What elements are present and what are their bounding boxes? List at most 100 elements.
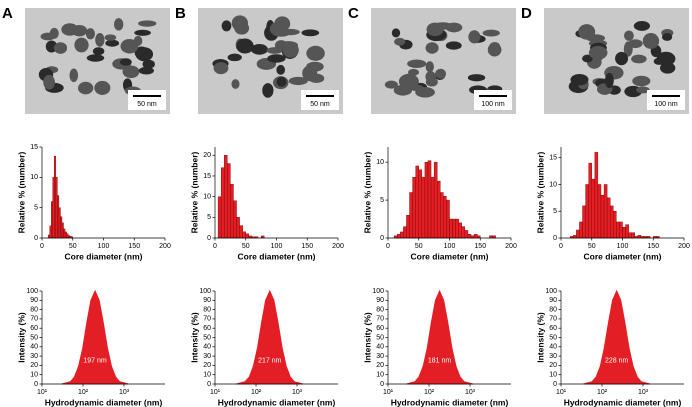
- x-tick-label: 200: [159, 243, 171, 250]
- particle: [231, 79, 240, 89]
- bar: [424, 161, 429, 239]
- distribution-area: [236, 289, 304, 385]
- y-tick-label: 5: [34, 205, 38, 212]
- y-tick-label: 90: [203, 297, 211, 304]
- y-tick-label: 30: [376, 353, 384, 360]
- x-axis-title: Hydrodynamic diameter (nm): [218, 397, 336, 407]
- bar: [245, 233, 250, 239]
- x-tick-label: 10²: [251, 389, 262, 396]
- y-tick-label: 0: [34, 235, 38, 242]
- scale-bar-label: 100 nm: [654, 101, 678, 108]
- bar: [597, 184, 602, 239]
- particle: [234, 21, 250, 35]
- bar: [227, 163, 231, 239]
- particle: [40, 32, 56, 41]
- bar: [579, 221, 583, 239]
- particle: [306, 45, 325, 61]
- bar: [418, 169, 423, 239]
- y-axis-title: Intensity (%): [16, 312, 26, 363]
- bar: [585, 184, 589, 239]
- x-tick-label: 100: [98, 243, 110, 250]
- particle: [394, 37, 406, 46]
- bar: [610, 205, 614, 239]
- x-tick-label: 100: [271, 243, 283, 250]
- y-tick-label: 100: [199, 288, 211, 295]
- y-tick-label: 10: [30, 372, 38, 379]
- x-tick-label: 50: [588, 243, 596, 250]
- particle: [113, 18, 124, 31]
- bar: [619, 221, 623, 239]
- particle: [94, 80, 111, 95]
- particle: [661, 33, 673, 41]
- bar: [421, 177, 426, 239]
- y-tick-label: 20: [549, 362, 557, 369]
- particle: [425, 71, 436, 83]
- y-tick-label: 5: [380, 197, 384, 204]
- particle: [85, 28, 95, 40]
- bar: [403, 226, 407, 239]
- particle: [435, 68, 447, 79]
- particle: [288, 76, 308, 86]
- x-tick-label: 200: [505, 243, 517, 250]
- bar: [64, 231, 67, 239]
- x-tick-label: 10¹: [383, 389, 394, 396]
- y-tick-label: 80: [549, 306, 557, 313]
- x-axis-title: Core diameter (nm): [65, 251, 143, 261]
- particle: [266, 47, 283, 54]
- particle: [74, 37, 89, 53]
- y-tick-label: 10: [376, 159, 384, 166]
- y-tick-label: 50: [549, 334, 557, 341]
- y-tick-label: 5: [553, 208, 557, 215]
- particle: [122, 65, 140, 79]
- x-tick-label: 10¹: [556, 389, 567, 396]
- y-tick-label: 40: [203, 344, 211, 351]
- bar: [464, 230, 469, 239]
- x-tick-label: 200: [678, 243, 690, 250]
- x-tick-label: 200: [332, 243, 344, 250]
- bar: [427, 160, 432, 239]
- bar: [449, 218, 453, 239]
- particle: [95, 32, 105, 47]
- particle: [398, 73, 419, 90]
- bar: [625, 224, 629, 239]
- scale-bar-label: 50 nm: [137, 101, 157, 108]
- y-tick-label: 0: [34, 381, 38, 388]
- particle: [631, 54, 647, 64]
- y-tick-label: 10: [30, 174, 38, 181]
- x-axis-title: Hydrodynamic diameter (nm): [391, 397, 509, 407]
- bar: [242, 231, 246, 239]
- y-tick-label: 70: [30, 316, 38, 323]
- bar: [51, 201, 53, 239]
- particle: [407, 59, 427, 68]
- bar: [467, 234, 472, 239]
- y-tick-label: 0: [553, 381, 557, 388]
- bar: [473, 234, 478, 239]
- bar: [412, 177, 416, 239]
- y-tick-label: 10: [376, 372, 384, 379]
- particle: [120, 58, 132, 66]
- x-tick-label: 0: [40, 243, 44, 250]
- y-axis-title: Intensity (%): [189, 312, 199, 363]
- distribution-area: [406, 289, 473, 385]
- peak-annotation: 217 nm: [258, 358, 282, 365]
- y-tick-label: 100: [26, 288, 38, 295]
- y-tick-label: 20: [203, 362, 211, 369]
- x-tick-label: 10³: [638, 389, 649, 396]
- panel-letter: A: [2, 5, 13, 22]
- x-axis-title: Core diameter (nm): [238, 251, 316, 261]
- y-tick-label: 60: [30, 325, 38, 332]
- x-tick-label: 0: [386, 243, 390, 250]
- particle: [282, 42, 299, 58]
- particle: [135, 47, 154, 62]
- bar: [573, 235, 577, 239]
- y-tick-label: 20: [203, 152, 211, 159]
- x-tick-label: 10²: [597, 389, 608, 396]
- y-tick-label: 100: [545, 288, 557, 295]
- bar: [54, 155, 57, 239]
- particle: [445, 41, 462, 50]
- y-tick-label: 0: [380, 235, 384, 242]
- y-tick-label: 10: [549, 181, 557, 188]
- bar: [63, 228, 66, 239]
- bar: [622, 227, 626, 239]
- x-tick-label: 100: [617, 243, 629, 250]
